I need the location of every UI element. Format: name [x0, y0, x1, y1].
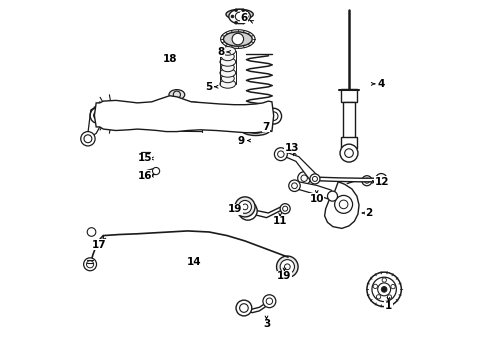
- Text: 11: 11: [273, 216, 288, 226]
- Ellipse shape: [373, 284, 377, 288]
- Text: 14: 14: [187, 257, 201, 267]
- Text: 17: 17: [91, 239, 106, 249]
- Text: 3: 3: [263, 319, 270, 329]
- Text: 5: 5: [205, 82, 212, 92]
- Ellipse shape: [280, 260, 294, 274]
- Ellipse shape: [220, 69, 236, 77]
- Ellipse shape: [221, 74, 234, 83]
- Bar: [141, 152, 149, 160]
- Text: 18: 18: [163, 54, 178, 64]
- Bar: [341, 137, 357, 148]
- Text: 8: 8: [217, 47, 224, 57]
- Ellipse shape: [236, 300, 252, 316]
- Ellipse shape: [84, 258, 97, 271]
- Ellipse shape: [90, 108, 106, 123]
- Ellipse shape: [367, 272, 401, 307]
- Ellipse shape: [263, 295, 276, 308]
- Ellipse shape: [391, 284, 395, 289]
- Ellipse shape: [362, 176, 372, 186]
- Text: 12: 12: [375, 177, 389, 187]
- Ellipse shape: [215, 111, 240, 126]
- Text: 19: 19: [228, 204, 242, 215]
- Bar: [343, 102, 355, 138]
- Ellipse shape: [220, 46, 236, 55]
- Ellipse shape: [220, 58, 236, 66]
- Ellipse shape: [375, 174, 387, 185]
- Ellipse shape: [229, 9, 250, 24]
- Ellipse shape: [221, 52, 234, 61]
- Ellipse shape: [372, 277, 396, 302]
- Text: 9: 9: [238, 136, 245, 145]
- Text: 16: 16: [137, 171, 152, 181]
- Text: 19: 19: [277, 271, 292, 281]
- Ellipse shape: [280, 204, 290, 214]
- Ellipse shape: [87, 228, 96, 236]
- Ellipse shape: [235, 21, 238, 24]
- Ellipse shape: [231, 15, 234, 18]
- Ellipse shape: [327, 191, 338, 201]
- Ellipse shape: [310, 174, 320, 184]
- Text: 7: 7: [262, 122, 270, 132]
- Bar: [341, 89, 357, 102]
- Polygon shape: [95, 96, 274, 133]
- Ellipse shape: [266, 108, 282, 124]
- Text: 1: 1: [385, 301, 392, 311]
- Ellipse shape: [378, 283, 391, 296]
- Ellipse shape: [242, 124, 270, 135]
- Text: 13: 13: [284, 143, 299, 153]
- Polygon shape: [324, 182, 359, 228]
- Ellipse shape: [376, 295, 381, 299]
- Polygon shape: [304, 176, 381, 182]
- Text: 15: 15: [137, 153, 152, 163]
- Ellipse shape: [221, 63, 234, 72]
- Ellipse shape: [382, 278, 387, 282]
- Ellipse shape: [169, 90, 185, 100]
- Ellipse shape: [152, 167, 160, 175]
- Ellipse shape: [242, 9, 245, 12]
- Ellipse shape: [298, 172, 311, 185]
- Ellipse shape: [235, 9, 238, 12]
- Ellipse shape: [388, 295, 392, 299]
- Ellipse shape: [274, 148, 287, 161]
- Ellipse shape: [81, 132, 95, 146]
- Ellipse shape: [226, 9, 253, 19]
- Ellipse shape: [340, 144, 358, 162]
- Ellipse shape: [242, 21, 245, 24]
- Text: 2: 2: [365, 208, 372, 218]
- Polygon shape: [279, 151, 318, 182]
- Text: 10: 10: [310, 194, 324, 204]
- Ellipse shape: [232, 33, 244, 45]
- Polygon shape: [294, 182, 334, 199]
- Text: 4: 4: [378, 79, 385, 89]
- Ellipse shape: [235, 197, 255, 217]
- Ellipse shape: [276, 256, 298, 278]
- Ellipse shape: [239, 202, 257, 220]
- Ellipse shape: [381, 287, 387, 292]
- Text: 6: 6: [241, 13, 248, 23]
- Ellipse shape: [220, 80, 236, 88]
- Ellipse shape: [223, 32, 252, 46]
- Ellipse shape: [135, 109, 155, 122]
- Ellipse shape: [239, 201, 251, 213]
- Ellipse shape: [289, 180, 300, 192]
- Ellipse shape: [245, 15, 248, 18]
- Ellipse shape: [335, 195, 353, 213]
